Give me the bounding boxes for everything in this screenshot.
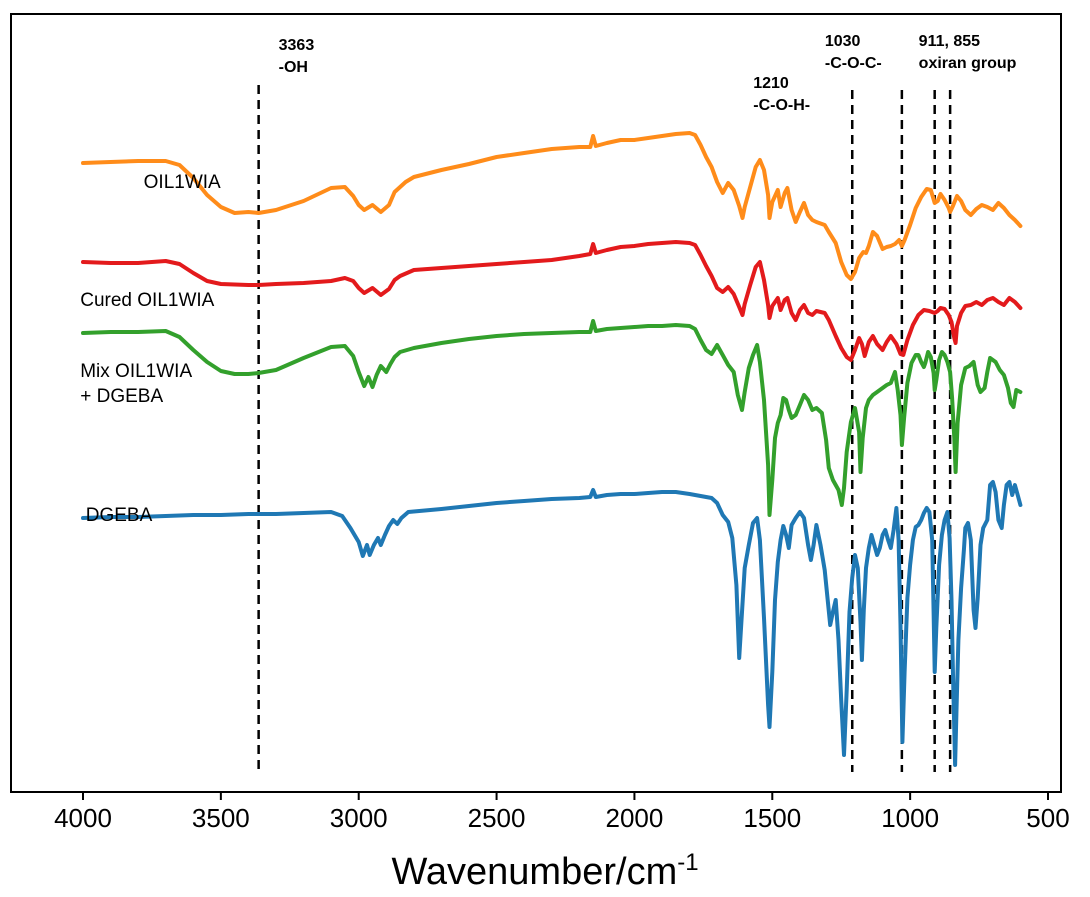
x-tick-label: 2000: [606, 803, 664, 833]
annotation-label-line: 3363: [279, 37, 315, 54]
series-label-1: Cured OIL1WIA: [80, 290, 214, 311]
x-tick-label: 500: [1026, 803, 1069, 833]
x-axis-title: Wavenumber/cm-1: [391, 849, 698, 893]
series-layer: [81, 131, 1023, 767]
x-tick-label: 3500: [192, 803, 250, 833]
annotation-label-2: 1030 -C-O-C-: [825, 33, 882, 72]
series-label-line: OIL1WIA: [144, 172, 221, 193]
x-tick-label: 1500: [743, 803, 801, 833]
annotation-label-line: 1030: [825, 33, 861, 50]
series-line-0: [81, 131, 1023, 281]
annotation-label-line: 1210: [753, 75, 789, 92]
series-label-line: + DGEBA: [80, 386, 163, 407]
series-line-2: [81, 319, 1023, 517]
annotation-label-line: oxiran group: [919, 55, 1017, 72]
annotation-label-line: -C-O-C-: [825, 55, 882, 72]
x-tick-label: 4000: [54, 803, 112, 833]
plot-frame: [10, 13, 1062, 793]
series-label-0: OIL1WIA: [144, 172, 221, 193]
annotation-label-line: 911, 855: [919, 33, 981, 50]
labels-layer: OIL1WIA Cured OIL1WIA Mix OIL1WIA + DGEBA DG…: [80, 33, 1016, 526]
series-line-3: [81, 480, 1023, 767]
x-axis-title-superscript: -1: [677, 849, 698, 876]
annotation-label-3: 911, 855 oxiran group: [919, 33, 1017, 72]
series-label-line: Mix OIL1WIA: [80, 361, 192, 382]
annotation-label-line: -OH: [279, 59, 308, 76]
x-axis-ticks: 4000 3500 3000 2500 2000 1500 1000 500: [54, 792, 1070, 833]
x-axis-title-text: Wavenumber/cm: [391, 851, 677, 893]
series-label-2: Mix OIL1WIA + DGEBA: [80, 361, 192, 407]
annotation-label-line: -C-O-H-: [753, 97, 810, 114]
series-label-line: DGEBA: [86, 505, 153, 526]
annotation-label-0: 3363 -OH: [279, 37, 315, 76]
series-label-3: DGEBA: [86, 505, 153, 526]
annotation-label-1: 1210 -C-O-H-: [753, 75, 810, 114]
x-tick-label: 1000: [881, 803, 939, 833]
series-line-1: [81, 240, 1023, 362]
x-tick-label: 3000: [330, 803, 388, 833]
x-tick-label: 2500: [468, 803, 526, 833]
series-label-line: Cured OIL1WIA: [80, 290, 214, 311]
